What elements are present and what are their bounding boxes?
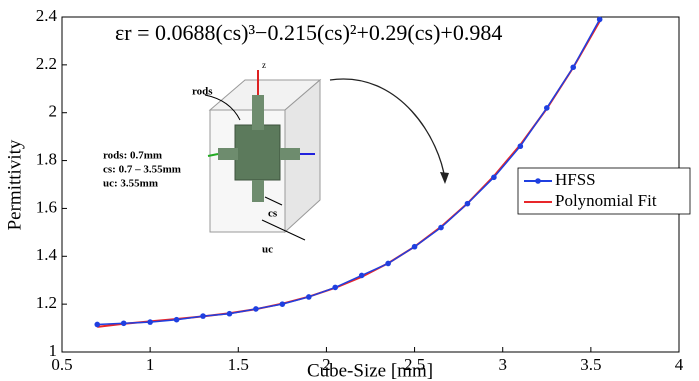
x-tick-label: 1.5 [228, 355, 249, 374]
y-tick-label: 2.2 [36, 54, 57, 73]
data-point [280, 301, 286, 307]
inset-label: z [262, 60, 266, 70]
data-point [227, 311, 233, 317]
legend-label: Polynomial Fit [555, 191, 657, 210]
y-tick-label: 1.8 [36, 149, 57, 168]
y-tick-label: 1.2 [36, 293, 57, 312]
data-point [332, 285, 338, 291]
inset-label: cs [268, 208, 278, 220]
legend-label: HFSS [555, 170, 596, 189]
y-tick-label: 1.4 [36, 245, 58, 264]
data-point [147, 319, 153, 325]
x-tick-label: 3 [498, 355, 507, 374]
arrow-head [440, 172, 449, 184]
data-point [438, 225, 444, 231]
x-tick-label: 3.5 [580, 355, 601, 374]
data-point [94, 322, 100, 328]
data-point [174, 317, 180, 323]
y-tick-label: 1 [49, 341, 58, 360]
data-point [200, 313, 206, 319]
data-point [597, 17, 603, 23]
inset-label: uc [262, 244, 273, 256]
equation: εr = 0.0688(cs)³−0.215(cs)²+0.29(cs)+0.9… [115, 20, 502, 45]
chart: εr = 0.0688(cs)³−0.215(cs)²+0.29(cs)+0.9… [0, 0, 699, 381]
inset-spec: rods: 0.7mm [103, 150, 162, 162]
y-tick-label: 1.6 [36, 197, 57, 216]
x-tick-label: 2.5 [404, 355, 425, 374]
data-point [544, 105, 550, 111]
x-tick-label: 4 [675, 355, 684, 374]
inset-drawing [205, 70, 320, 240]
data-point [306, 294, 312, 300]
data-point [465, 201, 471, 207]
data-point [412, 244, 418, 250]
x-tick-label: 1 [146, 355, 155, 374]
data-point [570, 64, 576, 70]
inset-label: rods [192, 86, 213, 98]
data-point [385, 261, 391, 267]
data-point [253, 306, 259, 312]
data-point [518, 143, 524, 149]
data-point [121, 320, 127, 326]
y-tick-label: 2.4 [36, 6, 58, 25]
y-tick-label: 2 [49, 102, 58, 121]
annotation-arrow [330, 79, 445, 180]
data-point [491, 175, 497, 181]
data-point [359, 273, 365, 279]
y-axis-label: Permittivity [4, 139, 25, 230]
legend-marker [535, 178, 541, 184]
inset-spec: cs: 0.7 – 3.55mm [103, 164, 181, 176]
x-tick-label: 2 [322, 355, 331, 374]
inset-spec: uc: 3.55mm [103, 178, 158, 190]
